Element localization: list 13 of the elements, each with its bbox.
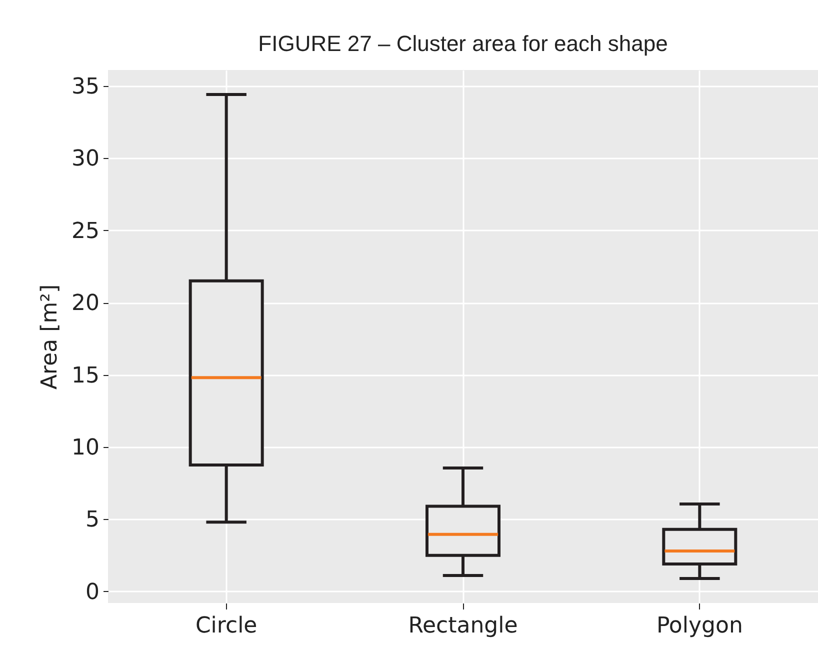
y-tick-label: 15 <box>72 363 100 388</box>
y-axis-title: Area [m²] <box>38 284 63 390</box>
y-tick-label: 30 <box>72 146 100 172</box>
chart-title: FIGURE 27 – Cluster area for each shape <box>258 31 668 56</box>
y-tick-label: 10 <box>72 436 100 460</box>
y-tick-label: 25 <box>72 218 100 244</box>
y-tick-label: 5 <box>86 508 100 533</box>
y-tick-label: 20 <box>72 291 100 316</box>
x-tick-label: Polygon <box>656 614 743 638</box>
x-tick-label: Rectangle <box>408 614 518 638</box>
y-tick-label: 0 <box>86 580 100 605</box>
y-tick-label: 35 <box>72 74 100 100</box>
x-tick-label: Circle <box>195 614 258 638</box>
